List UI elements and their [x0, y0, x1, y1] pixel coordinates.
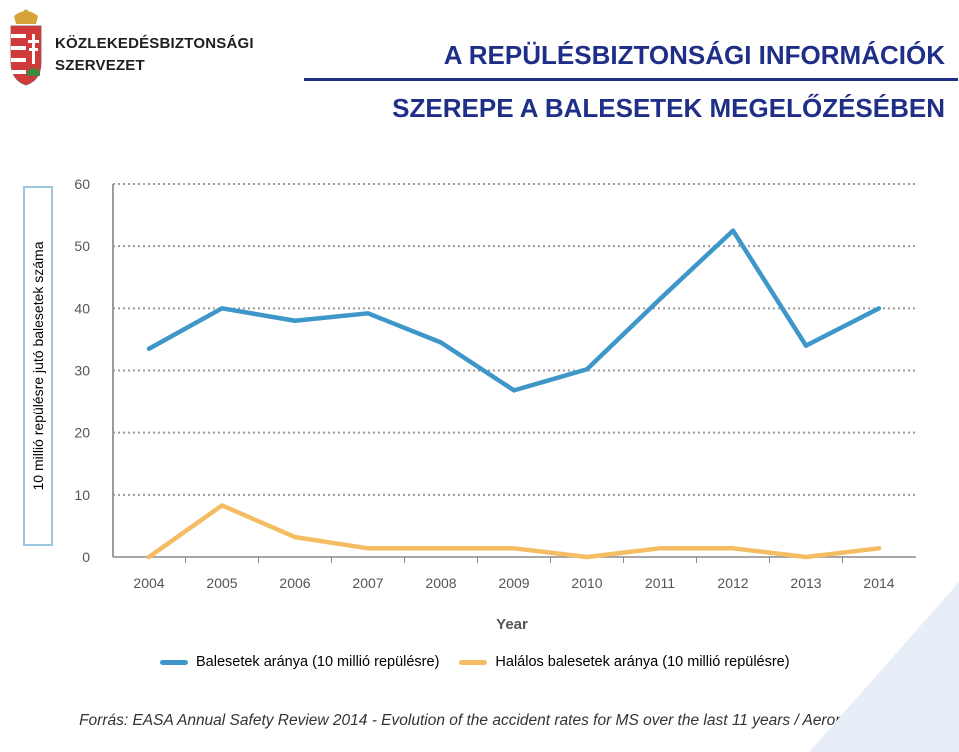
- org-name-line2: SZERVEZET: [55, 57, 145, 74]
- series-lines: [146, 228, 882, 560]
- legend-swatch-accidents: [160, 659, 188, 665]
- x-axis-label: Year: [496, 616, 528, 633]
- organization-name: KÖZLEKEDÉSBIZTONSÁGI SZERVEZET: [55, 33, 254, 77]
- org-name-line1: KÖZLEKEDÉSBIZTONSÁGI: [55, 35, 254, 52]
- source-note: Forrás: EASA Annual Safety Review 2014 -…: [79, 712, 881, 729]
- y-tick-labels: 0 10 20 30 40 50 60: [74, 176, 90, 565]
- x-tick-label: 2005: [206, 575, 237, 591]
- y-axis-label-box: [23, 186, 53, 546]
- x-tick-label: 2009: [498, 575, 529, 591]
- decorative-corner-shape: [809, 582, 959, 752]
- x-tick-label: 2013: [790, 575, 821, 591]
- y-tick-label: 20: [74, 425, 90, 441]
- x-tick-label: 2014: [863, 575, 894, 591]
- legend-item-fatal: Halálos balesetek aránya (10 millió repü…: [459, 654, 790, 670]
- y-tick-label: 30: [74, 363, 90, 379]
- gridlines: [112, 183, 916, 563]
- y-tick-label: 10: [74, 487, 90, 503]
- chart-legend: Balesetek aránya (10 millió repülésre) H…: [160, 654, 790, 670]
- legend-item-accidents: Balesetek aránya (10 millió repülésre): [160, 654, 439, 670]
- y-tick-label: 40: [74, 300, 90, 316]
- x-tick-label: 2008: [425, 575, 456, 591]
- legend-swatch-fatal: [459, 659, 488, 665]
- page-title-line2: SZEREPE A BALESETEK MEGELŐZÉSÉBEN: [392, 93, 945, 123]
- x-tick-label: 2012: [717, 575, 748, 591]
- y-tick-label: 50: [74, 238, 90, 254]
- series-line-fatal: [146, 503, 882, 560]
- x-tick-label: 2007: [352, 575, 383, 591]
- series-line-accidents: [146, 228, 882, 393]
- y-tick-label: 0: [82, 549, 90, 565]
- x-tick-label: 2011: [645, 575, 675, 591]
- page-title-line1: A REPÜLÉSBIZTONSÁGI INFORMÁCIÓK: [443, 40, 945, 70]
- x-tick-label: 2006: [279, 575, 310, 591]
- coat-of-arms-logo: [10, 9, 42, 86]
- legend-label-accidents: Balesetek aránya (10 millió repülésre): [196, 654, 440, 670]
- x-tick-label: 2010: [571, 575, 602, 591]
- legend-label-fatal: Halálos balesetek aránya (10 millió repü…: [495, 654, 790, 670]
- x-tick-label: 2004: [133, 575, 164, 591]
- x-tick-labels: 2004 2005 2006 2007 2008 2009 2010 2011 2012 2013…: [133, 575, 894, 591]
- title-divider: [304, 78, 958, 81]
- y-tick-label: 60: [74, 176, 90, 192]
